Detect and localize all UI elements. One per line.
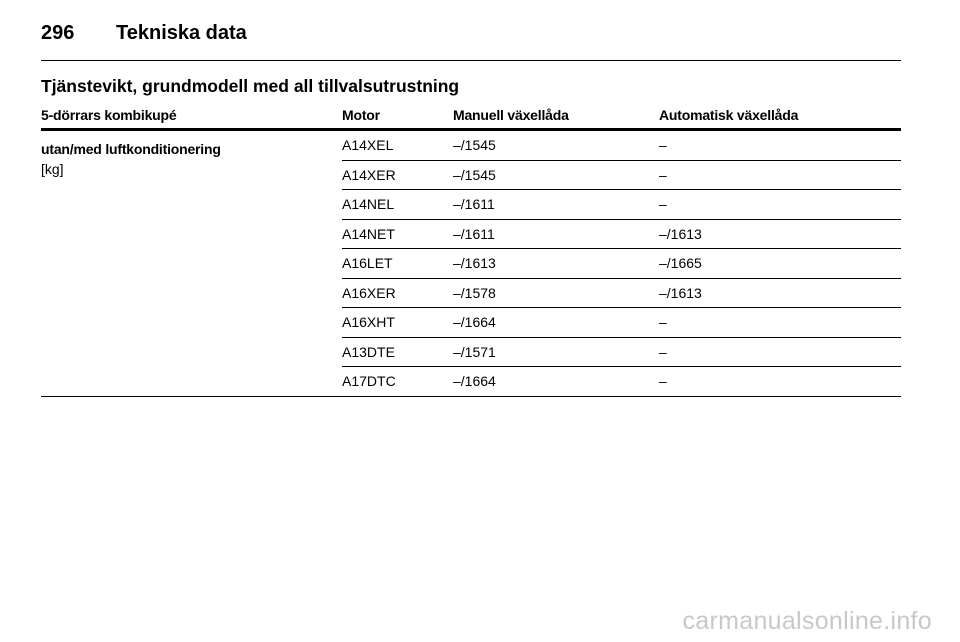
column-header-automatic-gearbox: Automatisk växellåda [659, 101, 901, 131]
automatic-weight-cell: – [659, 307, 901, 338]
manual-weight-cell: –/1545 [453, 160, 659, 190]
table-row: A16LET –/1613 –/1665 [41, 248, 901, 279]
table-row: A14NET –/1611 –/1613 [41, 219, 901, 249]
automatic-weight-cell: – [659, 189, 901, 220]
engine-cell: A16XHT [342, 307, 453, 338]
table-header-row: 5-dörrars kombikupé Motor Manuell växell… [41, 101, 901, 131]
page-number: 296 [41, 22, 75, 44]
table-row: A17DTC –/1664 – [41, 366, 901, 397]
manual-weight-cell: –/1545 [453, 129, 659, 161]
chapter-title: Tekniska data [116, 22, 247, 44]
manual-weight-cell: –/1664 [453, 366, 659, 397]
site-watermark: carmanualsonline.info [682, 607, 932, 635]
engine-cell: A14NEL [342, 189, 453, 220]
automatic-weight-cell: – [659, 129, 901, 161]
column-header-body-type: 5-dörrars kombikupé [41, 101, 342, 131]
automatic-weight-cell: – [659, 366, 901, 397]
automatic-weight-cell: –/1613 [659, 278, 901, 308]
automatic-weight-cell: –/1665 [659, 248, 901, 279]
engine-cell: A13DTE [342, 337, 453, 367]
table-row: A13DTE –/1571 – [41, 337, 901, 367]
manual-weight-cell: –/1578 [453, 278, 659, 308]
table-row: A14XER –/1545 – [41, 160, 901, 190]
engine-cell: A14XEL [342, 129, 453, 161]
manual-weight-cell: –/1611 [453, 189, 659, 220]
manual-weight-cell: –/1611 [453, 219, 659, 249]
engine-cell: A17DTC [342, 366, 453, 397]
page-header: 296 Tekniska data [41, 18, 901, 48]
engine-cell: A16LET [342, 248, 453, 279]
engine-cell: A16XER [342, 278, 453, 308]
manual-weight-cell: –/1571 [453, 337, 659, 367]
group-label: utan/med luftkonditionering [41, 141, 221, 157]
engine-cell: A14XER [342, 160, 453, 190]
manual-weight-cell: –/1664 [453, 307, 659, 338]
column-header-engine: Motor [342, 101, 453, 131]
engine-cell: A14NET [342, 219, 453, 249]
table-row: A14NEL –/1611 – [41, 189, 901, 220]
curb-weight-table: 5-dörrars kombikupé Motor Manuell växell… [41, 101, 901, 397]
group-unit: [kg] [41, 161, 64, 177]
group-cell: utan/med luftkonditionering [kg] [41, 129, 342, 397]
section-title: Tjänstevikt, grundmodell med all tillval… [41, 76, 460, 96]
table-row: A16XER –/1578 –/1613 [41, 278, 901, 308]
table-row: A16XHT –/1664 – [41, 307, 901, 338]
manual-weight-cell: –/1613 [453, 248, 659, 279]
column-header-manual-gearbox: Manuell växellåda [453, 101, 659, 131]
header-divider [41, 60, 901, 61]
table-row: utan/med luftkonditionering [kg] A14XEL … [41, 129, 901, 397]
automatic-weight-cell: –/1613 [659, 219, 901, 249]
automatic-weight-cell: – [659, 337, 901, 367]
automatic-weight-cell: – [659, 160, 901, 190]
